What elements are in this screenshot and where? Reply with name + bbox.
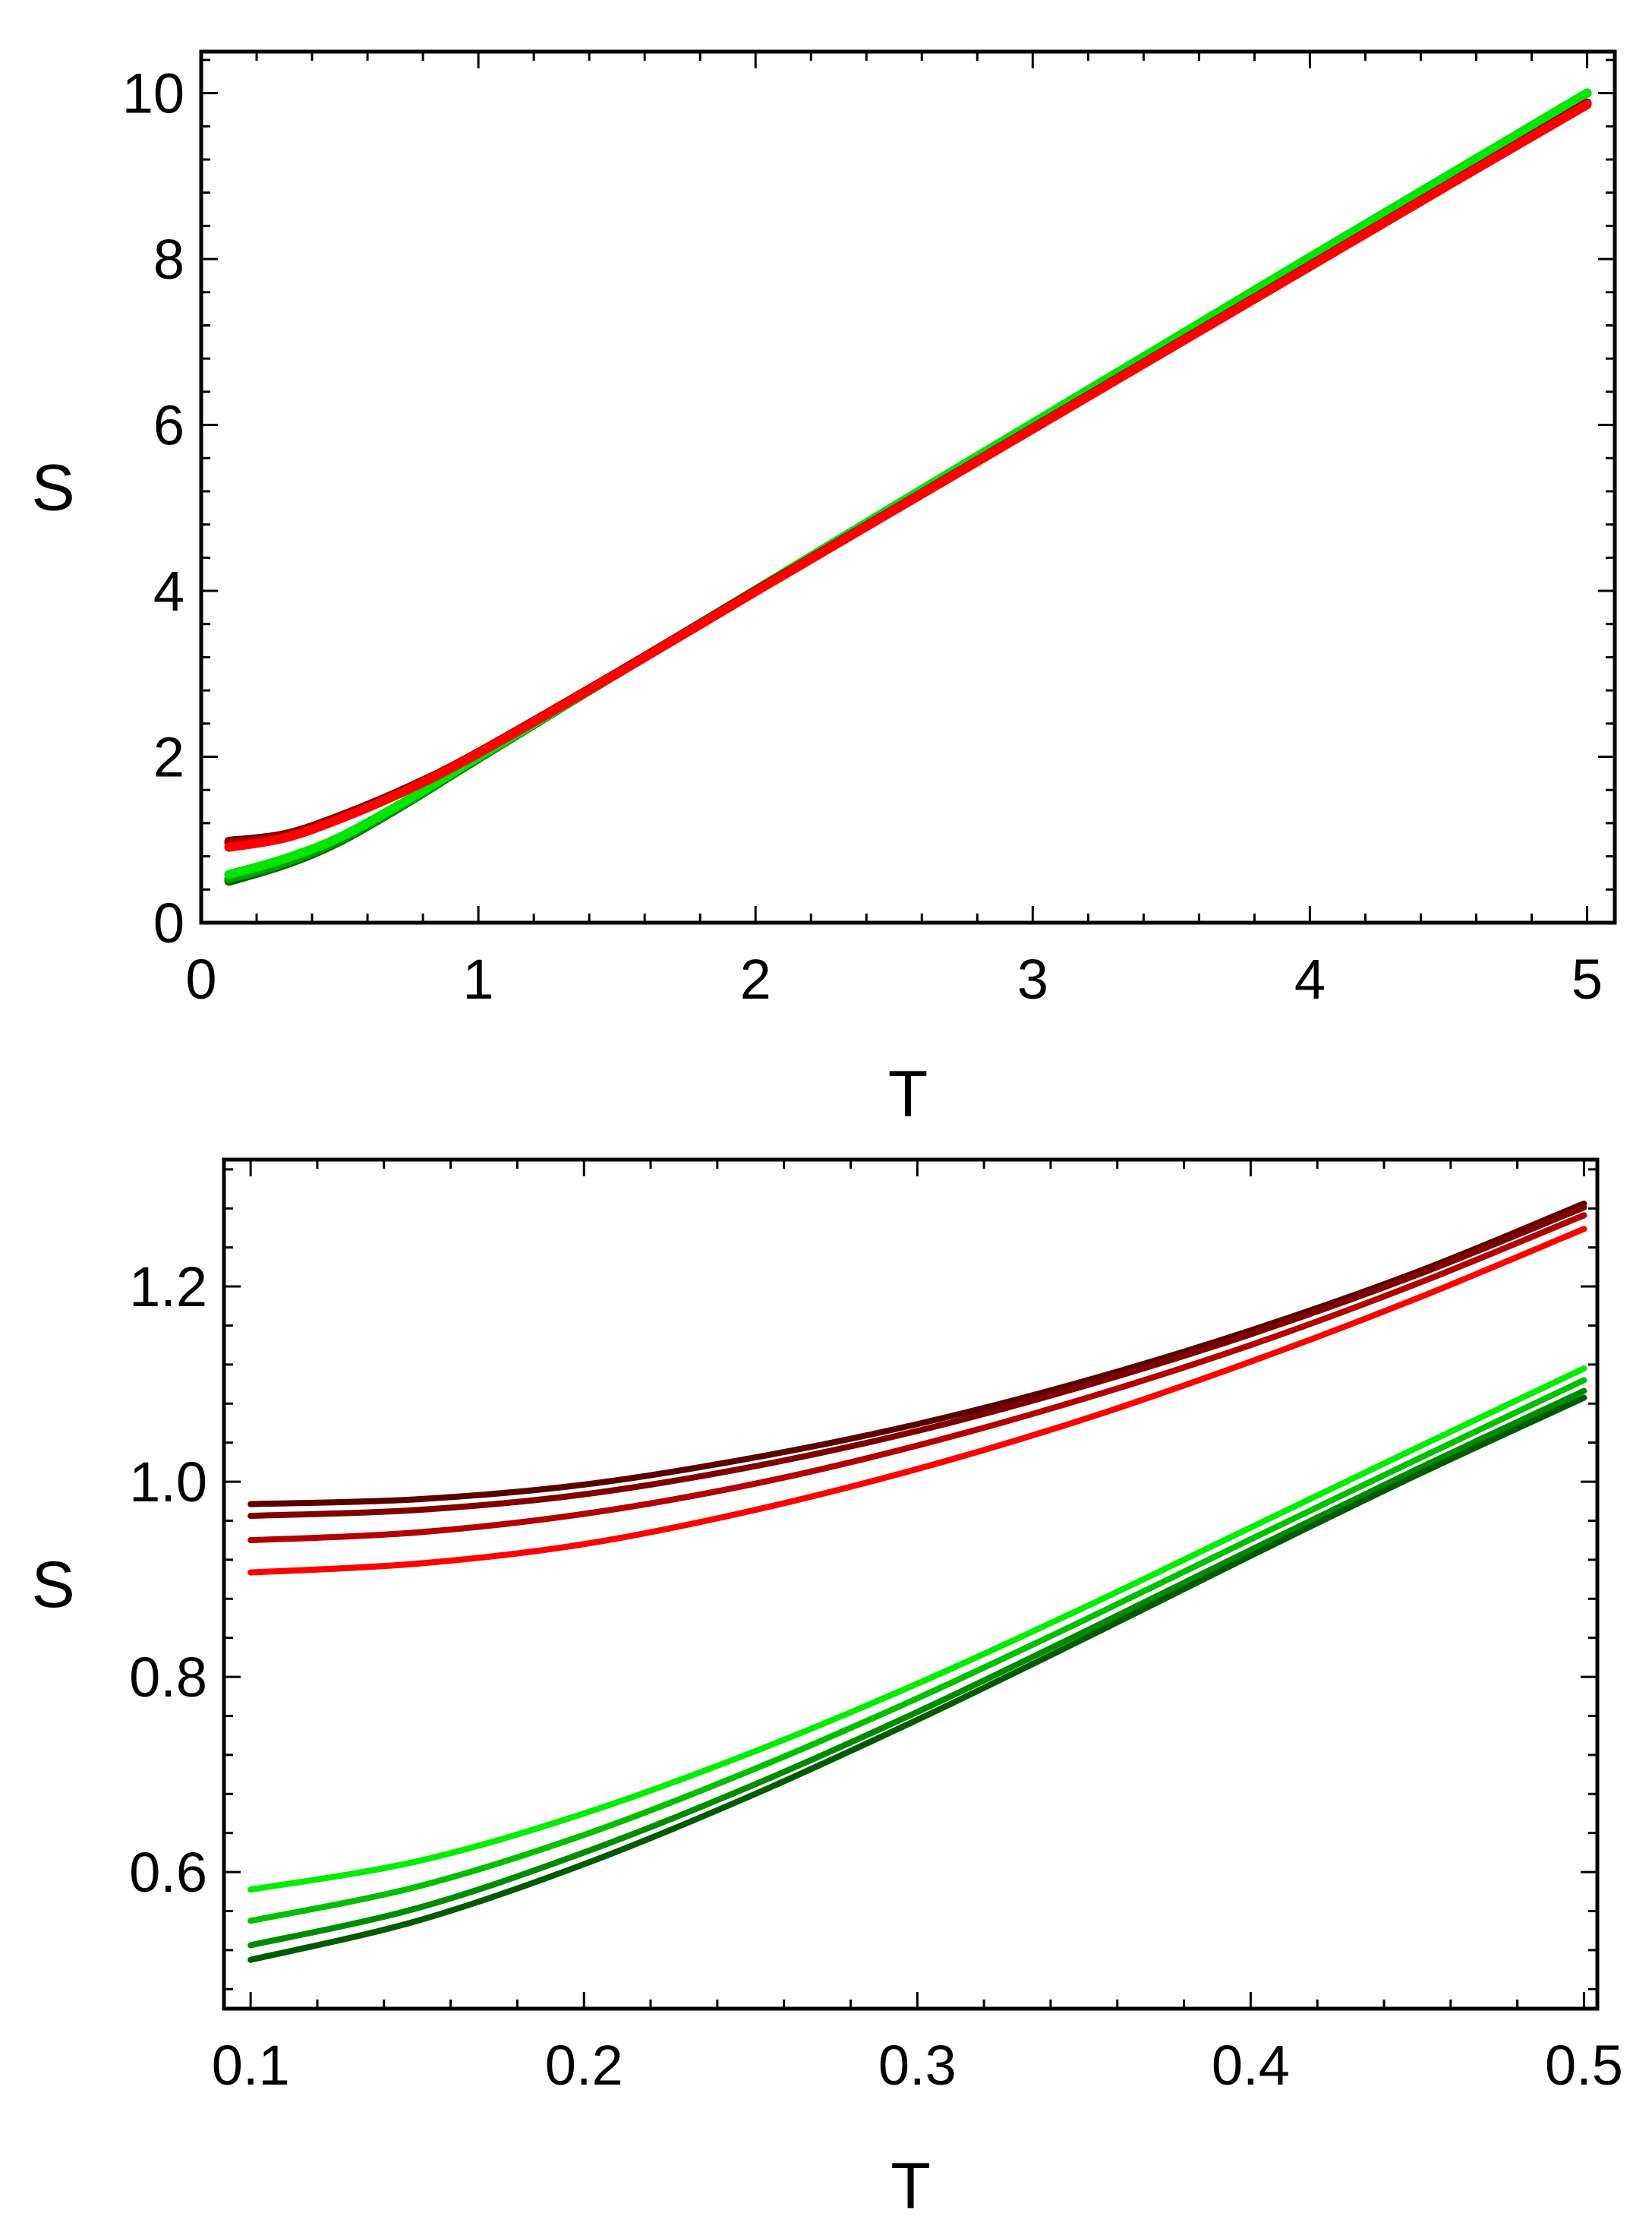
series-line-5 xyxy=(247,1365,1587,1893)
y-tick-label: 4 xyxy=(153,560,184,623)
plot-frame xyxy=(222,1157,1600,2011)
x-tick-label: 2 xyxy=(740,948,771,1011)
x-tick-label: 4 xyxy=(1294,948,1326,1011)
x-tick-label: 0.5 xyxy=(1545,2034,1623,2097)
x-tick-label: 0.4 xyxy=(1212,2034,1290,2097)
x-axis-title: T xyxy=(891,2150,931,2223)
x-tick-label: 1 xyxy=(463,948,494,1011)
y-tick-label: 6 xyxy=(153,394,184,457)
series-line-6 xyxy=(247,1377,1587,1924)
y-tick-label: 0 xyxy=(153,892,184,955)
y-tick-label: 8 xyxy=(153,228,184,291)
x-tick-label: 0.2 xyxy=(545,2034,623,2097)
series-line-4 xyxy=(247,1226,1587,1576)
y-tick-label: 10 xyxy=(122,62,184,125)
y-axis-title: S xyxy=(31,1548,74,1621)
x-tick-label: 3 xyxy=(1017,948,1048,1011)
y-tick-label: 1.0 xyxy=(129,1450,207,1514)
top-chart: 0 1 2 3 4 5 0 2 4 6 8 10 T S xyxy=(31,49,1617,1131)
x-tick-label: 0 xyxy=(185,948,216,1011)
x-axis-title: T xyxy=(888,1058,928,1131)
series-line-2 xyxy=(247,1204,1587,1520)
y-tick-label: 2 xyxy=(153,726,184,789)
y-tick-label: 0.8 xyxy=(129,1646,207,1709)
bottom-chart: 0.1 0.2 0.3 0.4 0.5 0.6 0.8 1.0 1.2 T S xyxy=(31,1157,1623,2223)
x-tick-label: 5 xyxy=(1572,948,1603,1011)
plot-frame xyxy=(199,49,1617,925)
series-group xyxy=(247,1200,1587,1963)
y-axis-title: S xyxy=(31,452,74,525)
x-tick-label: 0.1 xyxy=(212,2034,290,2097)
y-tick-label: 0.6 xyxy=(129,1841,207,1904)
series-line-6 xyxy=(224,99,1592,852)
series-line-3 xyxy=(247,1212,1587,1544)
series-line-8 xyxy=(247,1394,1587,1963)
y-tick-label: 1.2 xyxy=(129,1255,207,1318)
series-group xyxy=(224,88,1592,886)
x-tick-label: 0.3 xyxy=(878,2034,957,2097)
series-line-7 xyxy=(247,1387,1587,1949)
